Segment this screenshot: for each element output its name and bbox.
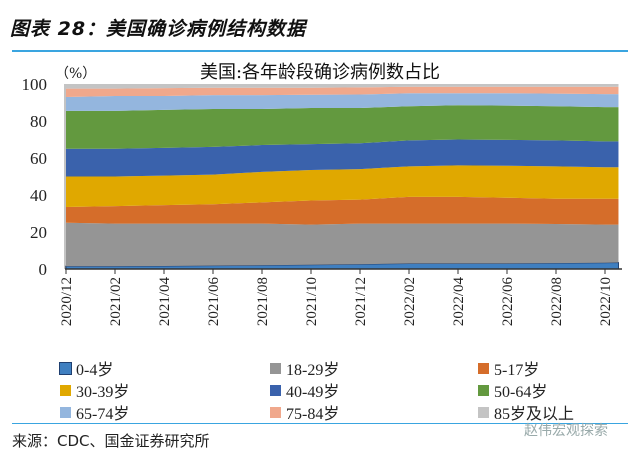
area-series-5: [66, 105, 619, 149]
chart-title: 美国:各年龄段确诊病例数占比: [200, 62, 440, 83]
watermark: 赵伟宏观探索: [524, 423, 608, 439]
x-tick-label: 2020/12: [59, 277, 75, 326]
legend-label: 18-29岁: [286, 362, 340, 379]
x-tick-label: 2021/06: [206, 277, 222, 327]
x-tick-label: 2022/08: [549, 277, 565, 326]
y-tick-label: 60: [30, 149, 47, 168]
legend-item: 50-64岁: [478, 378, 547, 402]
legend-item: 65-74岁: [60, 400, 129, 424]
y-tick-label: 40: [30, 186, 47, 205]
area-series-2: [66, 196, 619, 225]
legend-label: 5-17岁: [494, 362, 540, 379]
legend-item: 30-39岁: [60, 378, 129, 402]
legend-swatch: [478, 384, 489, 396]
legend-label: 85岁及以上: [494, 406, 575, 423]
bottom-divider: [12, 423, 628, 424]
source-note: 来源：CDC、国金证券研究所: [12, 432, 210, 450]
x-tick-label: 2021/12: [353, 277, 369, 326]
x-tick-label: 2022/10: [598, 277, 614, 326]
x-tick-label: 2021/08: [255, 277, 271, 326]
x-tick-label: 2021/04: [157, 277, 173, 327]
legend-label: 65-74岁: [76, 406, 130, 423]
legend-item: 85岁及以上: [478, 400, 574, 424]
legend-item: 5-17岁: [478, 356, 539, 380]
legend-item: 18-29岁: [270, 356, 339, 380]
area-series-4: [66, 139, 619, 177]
legend-label: 75-84岁: [286, 406, 340, 423]
area-series-1: [66, 222, 619, 267]
top-divider: [12, 50, 628, 52]
legend-swatch: [478, 406, 489, 418]
legend-item: 0-4岁: [59, 356, 114, 380]
area-series-7: [66, 86, 619, 97]
legend-item: 40-49岁: [270, 378, 339, 402]
y-tick-label: 20: [30, 223, 47, 242]
area-series-8: [66, 84, 619, 89]
legend-swatch: [60, 384, 71, 396]
legend-swatch: [270, 362, 281, 374]
stacked-area-chart: 美国:各年龄段确诊病例数占比 （%） 0 20 40 60 80 100 2020/12 2021…: [22, 62, 622, 327]
x-tick-label: 2022/04: [451, 277, 467, 327]
y-tick-label: 100: [22, 75, 48, 94]
legend-swatch: [60, 406, 71, 418]
legend-swatch: [59, 361, 72, 375]
legend-label: 0-4岁: [76, 362, 114, 379]
legend-label: 50-64岁: [494, 384, 548, 401]
x-tick-label: 2022/02: [402, 277, 418, 326]
legend-label: 40-49岁: [286, 384, 340, 401]
x-tick-label: 2021/10: [304, 277, 320, 326]
x-tick-label: 2022/06: [500, 277, 516, 327]
legend-label: 30-39岁: [76, 384, 130, 401]
y-axis-label: （%）: [55, 66, 96, 82]
figure-title: 图表 28：美国确诊病例结构数据: [10, 18, 307, 40]
y-tick-label: 0: [39, 260, 48, 279]
y-tick-label: 80: [30, 112, 47, 131]
legend-swatch: [270, 384, 281, 396]
legend-swatch: [478, 362, 489, 374]
area-series-6: [66, 93, 619, 111]
x-tick-label: 2021/02: [108, 277, 124, 326]
legend-item: 75-84岁: [270, 400, 339, 424]
legend-swatch: [270, 406, 281, 418]
area-series-3: [66, 165, 619, 208]
